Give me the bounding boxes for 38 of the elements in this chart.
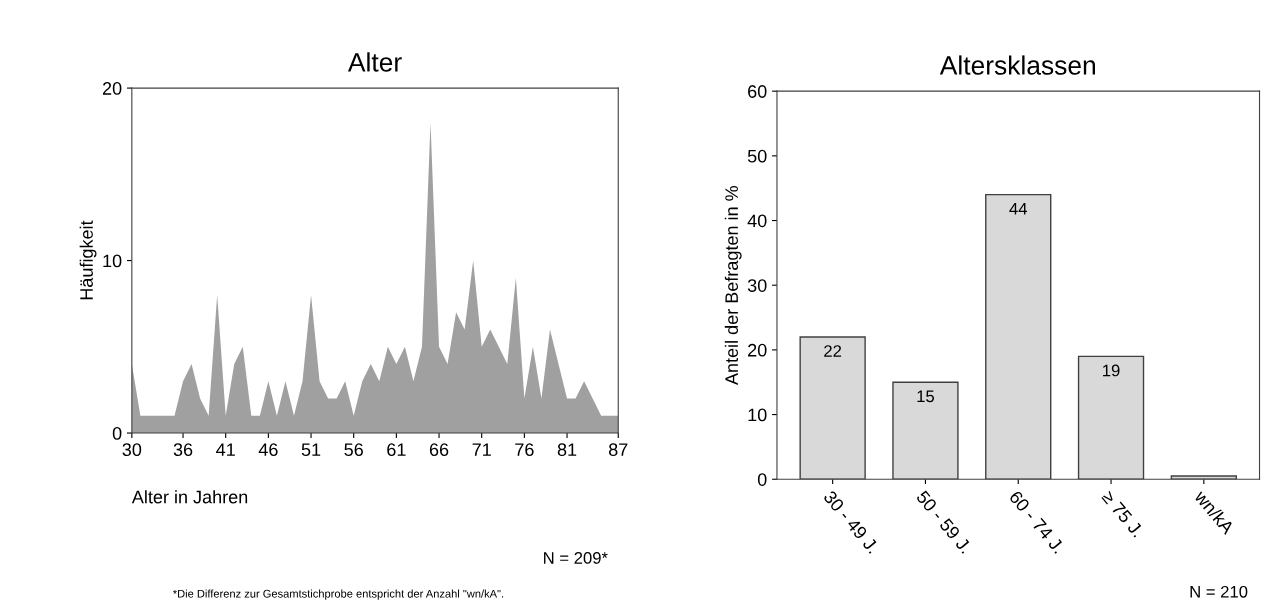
x-axis-title: Alter in Jahren (131, 490, 248, 504)
chart-title: Altersklassen (939, 55, 1095, 75)
x-tick-label: 81 (557, 443, 577, 457)
y-tick-label: 30 (747, 279, 767, 292)
y-axis-title: Anteil der Befragten in % (724, 185, 742, 386)
data-label: 15 (917, 390, 935, 403)
x-tick-label: 56 (344, 443, 363, 457)
x-tick-label: 36 (173, 443, 193, 457)
data-label: 44 (1009, 203, 1028, 215)
y-tick-label: 0 (112, 426, 122, 440)
x-tick-label: ≥ 75 J. (1101, 489, 1145, 538)
data-label: 19 (1103, 364, 1120, 377)
y-tick-label: 50 (747, 149, 767, 163)
y-tick-label: 40 (747, 214, 767, 228)
data-label: 22 (824, 345, 842, 357)
x-tick-label: 71 (472, 443, 491, 456)
x-tick-label: 76 (515, 443, 534, 457)
x-tick-label: 61 (387, 443, 406, 457)
text: N = 210 (1190, 585, 1248, 598)
y-tick-label: 20 (102, 82, 122, 95)
x-tick-label: 66 (429, 443, 449, 457)
y-tick-label: 10 (103, 254, 122, 268)
x-tick-label: 30 (122, 443, 142, 457)
text: N = 209* (544, 552, 608, 564)
text: *Die Differenz zur Gesamtstichprobe entspricht der Anzahl "wn/kA". (172, 589, 504, 600)
x-tick-label: 50 - 59 J. (915, 489, 973, 554)
chart-title: Alter (347, 52, 402, 72)
x-tick-label: 87 (608, 443, 628, 457)
x-tick-label: 46 (258, 443, 278, 457)
y-tick-label: 10 (748, 408, 767, 422)
y-axis-title: Häufigkeit (79, 220, 97, 300)
x-tick-label: 60 - 74 J. (1008, 489, 1066, 554)
x-tick-label: 41 (216, 443, 235, 456)
y-tick-label: 0 (757, 473, 767, 486)
x-tick-label: 51 (301, 443, 321, 457)
y-tick-label: 60 (748, 85, 767, 98)
y-tick-label: 20 (748, 343, 767, 357)
x-tick-label: 30 - 49 J. (822, 489, 880, 554)
